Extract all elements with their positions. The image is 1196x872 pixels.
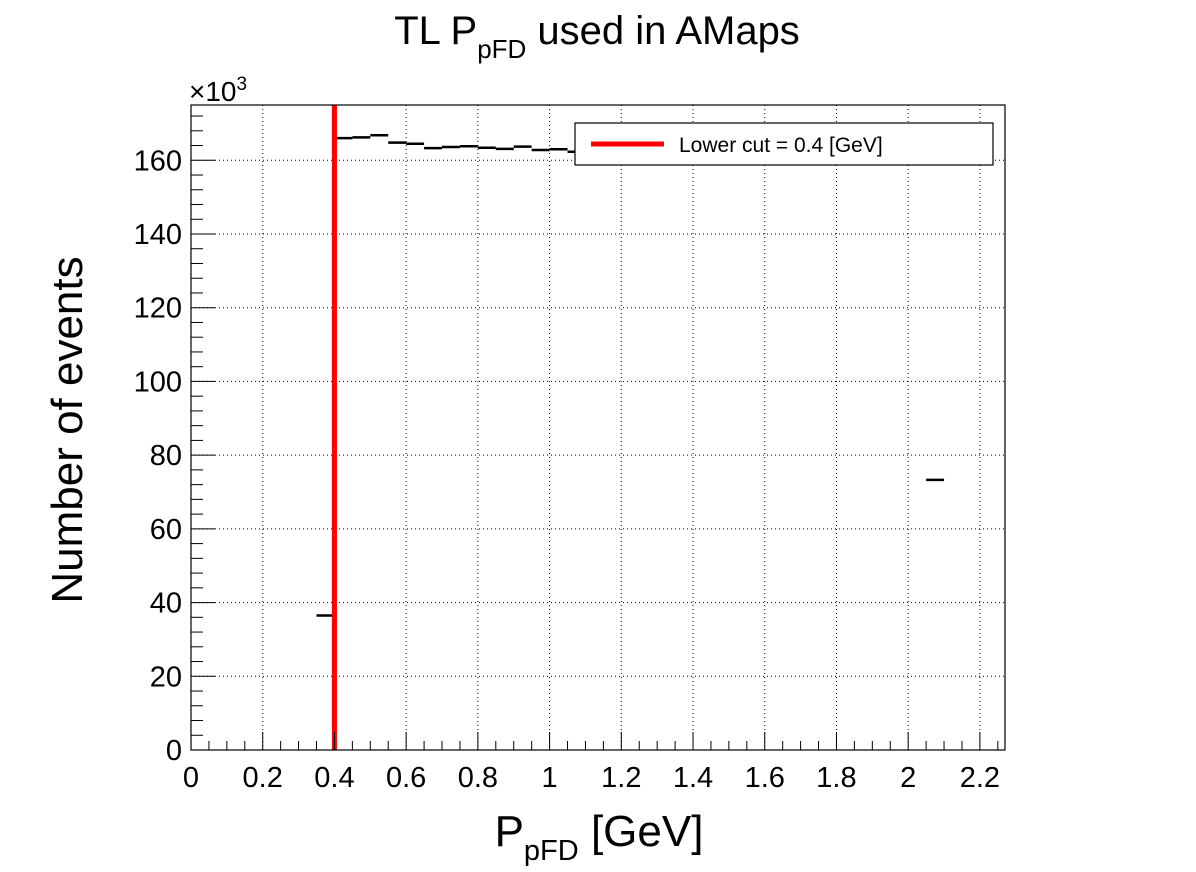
x-tick-label: 1.2 [601,762,641,794]
legend-label: Lower cut = 0.4 [GeV] [679,134,883,157]
x-tick-label: 2.2 [960,762,1000,794]
grid-lines [190,105,1005,751]
chart-title: TL PpFD used in AMaps [394,9,800,64]
x-tick-label: 0 [183,762,199,794]
y-tick-label: 60 [150,514,182,546]
y-axis-multiplier: ×103 [189,74,247,107]
x-tick-label: 0.8 [458,762,498,794]
y-tick-label: 20 [150,661,182,693]
x-tick-label: 2 [900,762,916,794]
y-tick-labels: 0 20 40 60 80 100 120 140 160 [134,145,182,767]
y-tick-label: 120 [134,293,182,325]
axis-ticks [190,115,999,751]
x-tick-label: 1.8 [816,762,856,794]
x-tick-labels: 0 0.2 0.4 0.6 0.8 1 1.2 1.4 1.6 1.8 2 2.2 [183,762,1000,794]
y-tick-label: 100 [134,366,182,398]
x-axis-label: PpFD [GeV] [495,807,704,867]
plot-frame [190,104,1006,751]
legend: Lower cut = 0.4 [GeV] [574,122,994,166]
y-tick-label: 140 [134,219,182,251]
x-tick-label: 1.4 [673,762,713,794]
x-tick-label: 0.6 [386,762,426,794]
histogram-bins [316,133,945,617]
y-tick-label: 80 [150,440,182,472]
y-tick-label: 40 [150,588,182,620]
x-tick-label: 0.2 [243,762,283,794]
x-tick-label: 0.4 [314,762,354,794]
x-tick-label: 1 [542,762,558,794]
y-axis-label: Number of events [43,256,92,603]
y-tick-label: 160 [134,145,182,177]
y-tick-label: 0 [166,735,182,767]
x-tick-label: 1.6 [745,762,785,794]
